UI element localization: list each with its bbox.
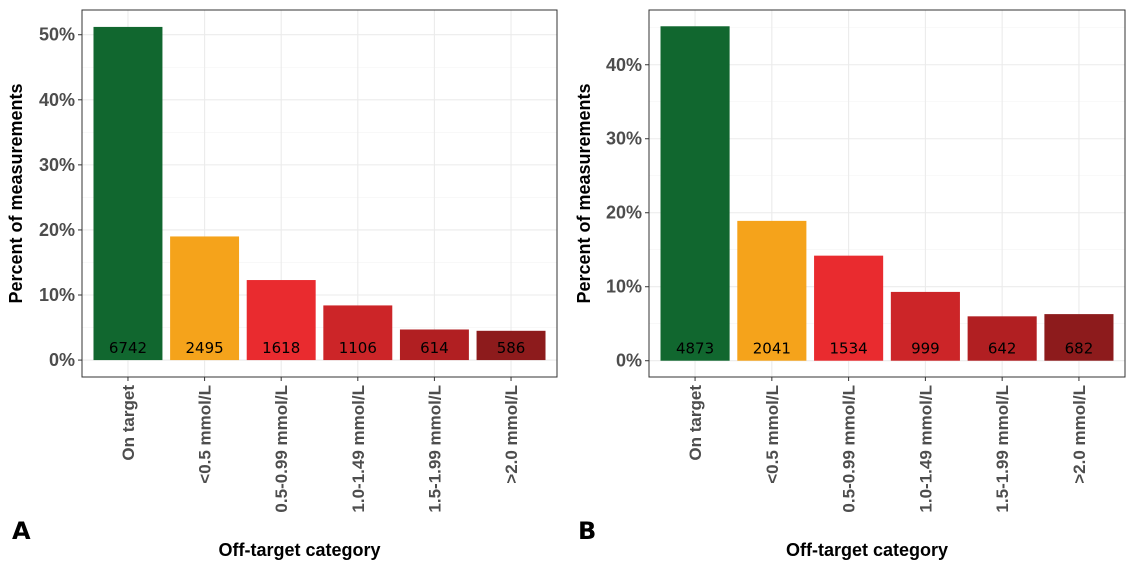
x-tick-label: 1.0-1.49 mmol/L — [916, 385, 935, 513]
y-tick-label: 0% — [49, 350, 75, 370]
x-tick-label: <0.5 mmol/L — [763, 385, 782, 484]
x-axis-title: Off-target category — [218, 540, 380, 560]
panel-label-b: B — [578, 517, 596, 545]
bar-a-5 — [399, 329, 469, 361]
bar-a-4 — [323, 305, 393, 361]
plot-border — [81, 9, 558, 378]
bar-count-label: 614 — [420, 339, 449, 357]
bar-count-label: 1618 — [262, 339, 300, 357]
y-tick-label: 20% — [606, 203, 642, 223]
x-axis-title: Off-target category — [786, 540, 948, 560]
bar-a-2 — [170, 236, 240, 361]
y-tick-label: 10% — [606, 277, 642, 297]
bar-b-2 — [737, 220, 807, 361]
x-tick-label: >2.0 mmol/L — [502, 385, 521, 484]
panel-label-a: A — [12, 517, 31, 545]
bar-b-5 — [967, 316, 1037, 361]
chart-panel-a: 6742 2495 1618 1106 614 586 0% 10% 20% 30% 40% 50% O… — [6, 9, 558, 560]
bar-count-label: 642 — [988, 340, 1017, 358]
x-tick-label: On target — [686, 385, 705, 461]
y-axis-title: Percent of measurements — [6, 83, 26, 303]
y-tick-label: 20% — [39, 220, 75, 240]
bar-b-1 — [660, 26, 730, 361]
x-tick-label: 1.5-1.99 mmol/L — [993, 385, 1012, 513]
y-axis-title: Percent of measurements — [574, 83, 594, 303]
y-tick-label: 30% — [39, 155, 75, 175]
y-tick-label: 40% — [39, 90, 75, 110]
x-tick-label: On target — [119, 385, 138, 461]
bar-a-1 — [93, 26, 163, 361]
x-tick-label: >2.0 mmol/L — [1070, 385, 1089, 484]
x-tick-label: 1.0-1.49 mmol/L — [349, 385, 368, 513]
chart-panel-b: 4873 2041 1534 999 642 682 0% 10% 20% 30% 40% On ta… — [574, 9, 1126, 560]
bar-a-3 — [246, 280, 316, 361]
bar-count-label: 682 — [1065, 340, 1094, 358]
bar-count-label: 1106 — [339, 339, 377, 357]
x-tick-label: 0.5-0.99 mmol/L — [272, 385, 291, 513]
bar-count-label: 999 — [911, 340, 940, 358]
bar-count-label: 1534 — [830, 340, 868, 358]
bar-b-4 — [890, 291, 960, 361]
bar-b-6 — [1044, 314, 1114, 361]
x-tick-label: 1.5-1.99 mmol/L — [425, 385, 444, 513]
y-tick-label: 40% — [606, 55, 642, 75]
bar-count-label: 586 — [497, 339, 526, 357]
y-tick-label: 10% — [39, 285, 75, 305]
y-tick-label: 0% — [616, 351, 642, 371]
x-tick-label: <0.5 mmol/L — [196, 385, 215, 484]
bar-count-label: 4873 — [676, 340, 714, 358]
bar-b-3 — [814, 255, 884, 361]
bar-count-label: 2041 — [753, 340, 791, 358]
plot-border — [648, 9, 1126, 378]
bar-a-6 — [476, 330, 546, 361]
y-tick-label: 30% — [606, 129, 642, 149]
x-tick-label: 0.5-0.99 mmol/L — [840, 385, 859, 513]
bar-count-label: 2495 — [185, 339, 223, 357]
bar-count-label: 6742 — [109, 339, 147, 357]
y-tick-label: 50% — [39, 25, 75, 45]
